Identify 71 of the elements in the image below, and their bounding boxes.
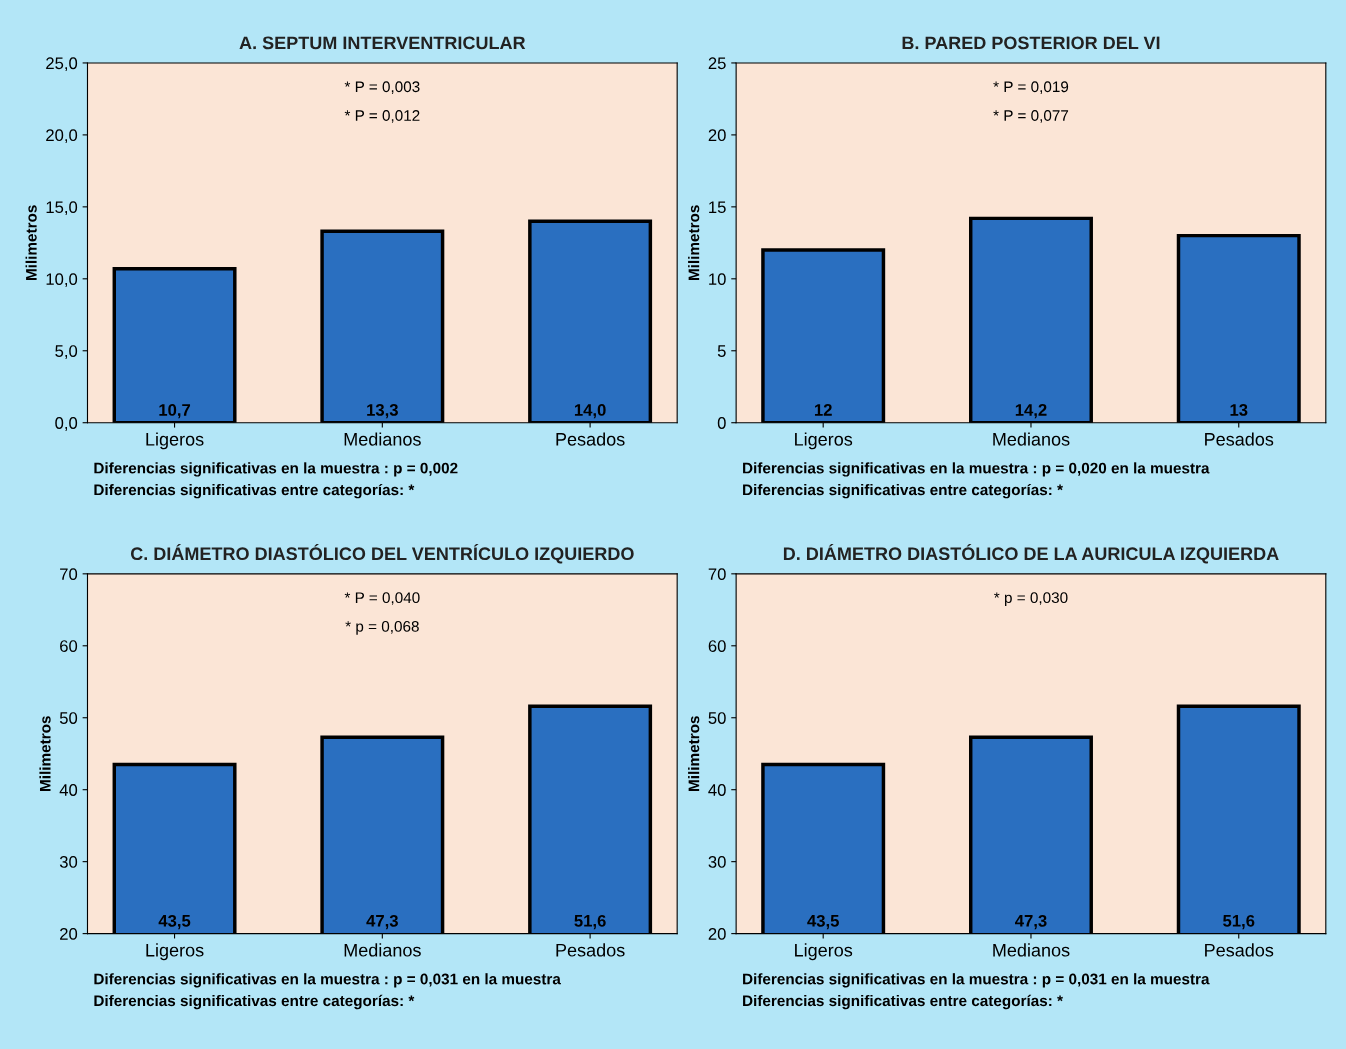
x-tick-label: Pesados	[556, 943, 625, 957]
y-axis-title: Milimetros	[39, 716, 51, 791]
x-tick-label: Pesados	[556, 432, 625, 446]
y-tick-label: 10	[709, 273, 726, 286]
chart-title: B. PARED POSTERIOR DEL VI	[902, 36, 1160, 50]
annotation: * p = 0,030	[994, 592, 1068, 607]
y-tick-label: 50	[59, 712, 78, 724]
y-tick-label: 40	[59, 784, 78, 796]
y-tick-label: 0	[717, 417, 726, 429]
annotation: * P = 0,019	[993, 81, 1069, 94]
chart-title: C. DIÁMETRO DIASTÓLICO DEL VENTRÍCULO IZQUIERDO	[130, 543, 634, 564]
data-label: 47,3	[1015, 914, 1047, 930]
x-tick-label: Ligeros	[795, 943, 853, 961]
y-tick-label: 0,0	[55, 417, 78, 431]
y-tick-label: 5,0	[55, 345, 78, 359]
y-tick-label: 40	[708, 784, 726, 796]
y-tick-label: 70	[60, 568, 78, 581]
data-label: 14,0	[574, 404, 606, 419]
annotation: * P = 0,077	[993, 110, 1069, 123]
x-tick-label: Ligeros	[795, 432, 853, 450]
text: Diferencias significativas en la muestra : p = 0,031 en la muestra	[743, 973, 1210, 988]
y-tick-label: 20	[60, 928, 78, 940]
data-label: 10,7	[159, 404, 191, 419]
y-tick-label: 30	[708, 856, 726, 868]
x-tick-label: Pesados	[1205, 943, 1274, 957]
y-tick-label: 10,0	[46, 273, 78, 287]
y-tick-label: 20,0	[46, 129, 78, 144]
y-tick-label: 25	[708, 57, 726, 70]
text: Diferencias significativas entre categorías: *	[94, 994, 415, 1010]
data-label: 13	[1230, 404, 1248, 416]
text: Diferencias significativas entre categorías: *	[94, 483, 415, 499]
x-tick-label: Pesados	[1205, 432, 1274, 446]
chart-title: D. DIÁMETRO DIASTÓLICO DE LA AURICULA IZQUIERDA	[783, 543, 1279, 564]
text: Diferencias significativas entre categorías: *	[743, 994, 1063, 1010]
y-axis-title: Milimetros	[688, 205, 700, 281]
y-tick-label: 60	[60, 640, 78, 652]
data-label: 43,5	[158, 914, 191, 930]
text: Diferencias significativas en la muestra : p = 0,002	[94, 462, 458, 477]
data-label: 51,6	[574, 914, 606, 930]
x-tick-label: Ligeros	[146, 943, 204, 961]
y-tick-label: 15,0	[46, 201, 78, 216]
data-label: 12	[814, 404, 832, 416]
annotation: * p = 0,068	[345, 621, 419, 635]
y-tick-label: 25,0	[46, 57, 78, 72]
chart-title: A. SEPTUM INTERVENTRICULAR	[239, 36, 526, 50]
text: Diferencias significativas en la muestra : p = 0,031 en la muestra	[94, 973, 561, 988]
text: Diferencias significativas entre categorías: *	[743, 483, 1063, 499]
x-tick-label: Ligeros	[146, 432, 204, 450]
data-label: 13,3	[367, 404, 398, 419]
annotation: * P = 0,003	[344, 81, 420, 94]
data-label: 43,5	[807, 914, 839, 930]
x-tick-label: Medianos	[993, 943, 1070, 957]
y-axis-title: Milimetros	[25, 205, 37, 281]
annotation: * P = 0,040	[344, 592, 420, 605]
y-tick-label: 5	[717, 345, 726, 357]
y-tick-label: 15	[709, 201, 726, 214]
y-tick-label: 70	[708, 568, 726, 581]
data-label: 14,2	[1015, 404, 1047, 419]
data-label: 51,6	[1223, 914, 1255, 930]
annotation: * P = 0,012	[344, 110, 420, 123]
x-tick-label: Medianos	[344, 432, 421, 446]
text: Diferencias significativas en la muestra : p = 0,020 en la muestra	[743, 462, 1210, 477]
data-label: 47,3	[366, 914, 398, 930]
y-tick-label: 60	[708, 640, 726, 652]
y-axis-title: Milimetros	[688, 716, 700, 791]
x-tick-label: Medianos	[344, 943, 421, 957]
y-tick-label: 20	[708, 928, 726, 940]
y-tick-label: 20	[708, 129, 726, 142]
y-tick-label: 50	[708, 712, 726, 724]
y-tick-label: 30	[59, 856, 78, 868]
x-tick-label: Medianos	[993, 432, 1070, 446]
